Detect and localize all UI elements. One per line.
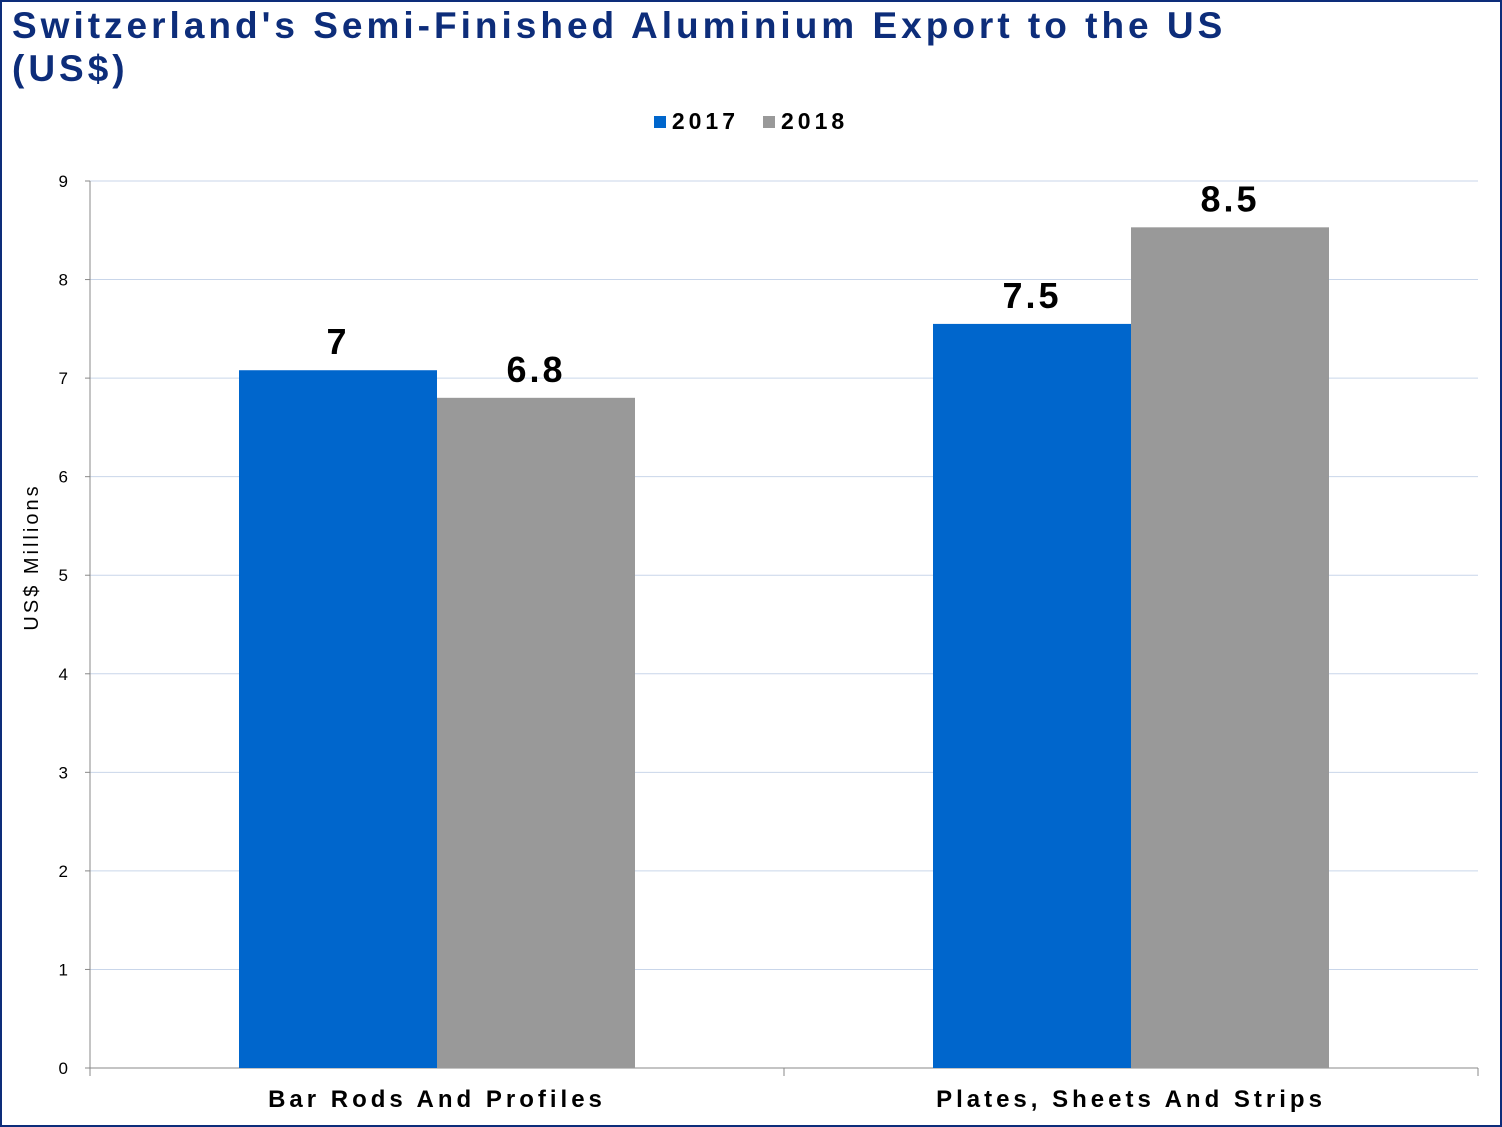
data-label-2017-1: 7: [326, 321, 349, 362]
legend-label-2018: 2018: [781, 108, 849, 134]
y-tick-label-0: 0: [59, 1059, 68, 1078]
y-axis-label: US$ Millions: [21, 483, 43, 630]
legend-item-2018: 2018: [763, 108, 848, 135]
x-tick-label-1: Bar Rods And Profiles: [268, 1086, 606, 1113]
bar-2017-1: [239, 370, 437, 1068]
bar-2018-2: [1131, 227, 1329, 1068]
y-tick-label-6: 6: [59, 468, 68, 487]
data-label-2018-1: 6.8: [506, 349, 565, 390]
y-tick-label-1: 1: [59, 960, 68, 979]
data-label-2018-2: 8.5: [1200, 178, 1259, 219]
y-tick-label-4: 4: [59, 665, 68, 684]
x-tick-label-2: Plates, Sheets And Strips: [936, 1086, 1326, 1113]
data-label-2017-2: 7.5: [1002, 275, 1061, 316]
bar-2017-2: [933, 323, 1131, 1069]
y-tick-label-2: 2: [59, 862, 68, 881]
legend-label-2017: 2017: [671, 108, 739, 134]
legend: 2017 2018: [0, 108, 1502, 135]
y-tick-label-3: 3: [59, 763, 68, 782]
y-tick-label-8: 8: [59, 271, 68, 290]
y-tick-label-5: 5: [59, 566, 68, 585]
legend-swatch-2017: [653, 115, 666, 128]
y-tick-label-9: 9: [59, 172, 68, 191]
y-tick-label-7: 7: [59, 369, 68, 388]
chart-title: Switzerland's Semi-Finished Aluminium Ex…: [12, 5, 1227, 89]
legend-swatch-2018: [763, 115, 775, 128]
legend-item-2017: 2017: [653, 108, 739, 135]
bar-2018-1: [437, 397, 635, 1068]
